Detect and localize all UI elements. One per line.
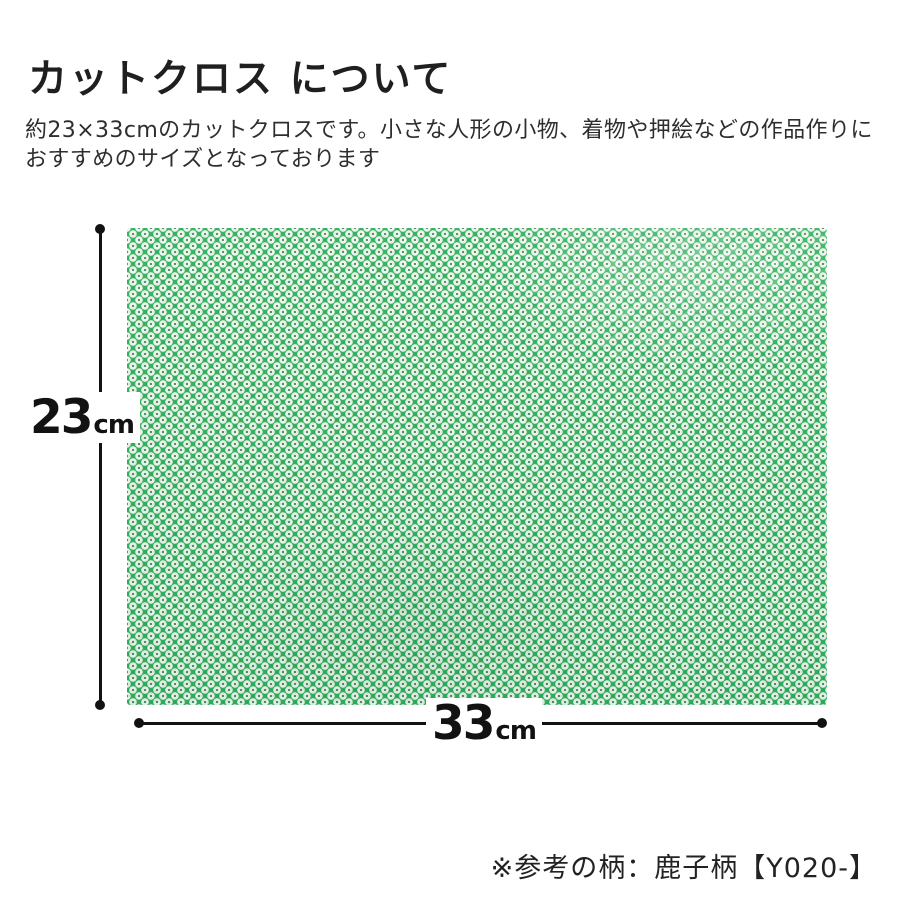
height-value: 23 xyxy=(30,390,93,445)
page-title: カットクロス について xyxy=(28,57,453,102)
height-line-top-dot xyxy=(95,224,105,234)
width-dimension-label: 33 cm xyxy=(426,698,542,749)
height-unit: cm xyxy=(93,410,135,440)
reference-note: ※参考の柄：鹿子柄【Y020-】 xyxy=(490,853,877,884)
description-line-1: 約23×33cmのカットクロスです。小さな人形の小物、着物や押絵などの作品作りに xyxy=(25,118,873,143)
description-text: 約23×33cmのカットクロスです。小さな人形の小物、着物や押絵などの作品作りに… xyxy=(25,116,873,174)
height-line-bottom-dot xyxy=(95,700,105,710)
width-value: 33 xyxy=(432,696,495,751)
height-dimension-label: 23 cm xyxy=(24,392,140,443)
width-unit: cm xyxy=(495,716,537,746)
width-line-right-dot xyxy=(817,718,827,728)
fabric-swatch-image xyxy=(127,228,827,705)
height-dimension-line xyxy=(99,229,102,705)
description-line-2: おすすめのサイズとなっております xyxy=(25,147,381,172)
width-line-left-dot xyxy=(134,718,144,728)
